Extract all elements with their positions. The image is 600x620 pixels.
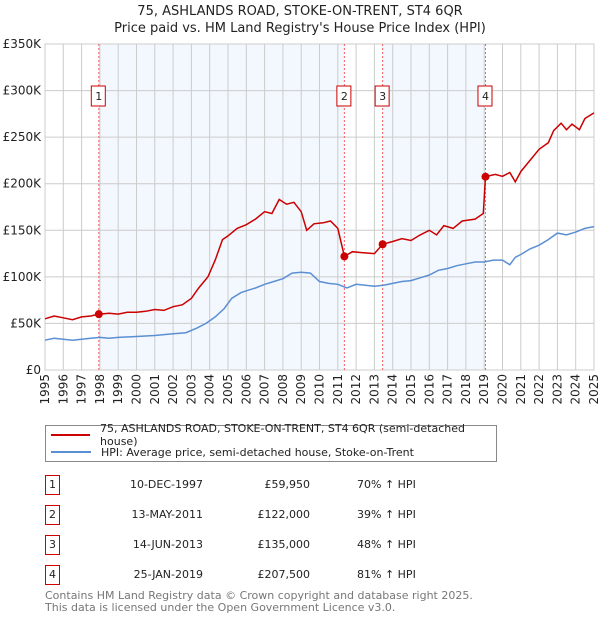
- x-tick-label: 2004: [203, 374, 217, 405]
- sale-label-box: [336, 85, 352, 107]
- sale-label: 4: [482, 90, 489, 103]
- x-tick-label: 2021: [514, 374, 528, 405]
- sale-label-box: [90, 85, 106, 107]
- sale-date: 14-JUN-2013: [132, 538, 203, 551]
- x-tick-label: 2018: [459, 374, 473, 405]
- x-tick-label: 2009: [294, 374, 308, 405]
- x-tick-label: 2012: [349, 374, 363, 405]
- x-tick-label: 1996: [56, 374, 70, 405]
- sale-number: 1: [45, 475, 60, 495]
- sale-label-box: [374, 85, 390, 107]
- y-tick-label: £150K: [3, 223, 43, 237]
- x-tick-label: 2016: [422, 374, 436, 405]
- x-tick-label: 2003: [184, 374, 198, 405]
- sale-price: £207,500: [257, 568, 311, 581]
- sale-label: 2: [341, 90, 348, 103]
- x-tick-label: 2015: [404, 374, 418, 405]
- legend-item-property: 75, ASHLANDS ROAD, STOKE-ON-TRENT, ST4 6…: [46, 422, 496, 448]
- sale-label: 3: [379, 90, 386, 103]
- footer-licence: This data is licensed under the Open Gov…: [45, 601, 396, 614]
- x-tick-label: 2006: [239, 374, 253, 405]
- table-row: 2 13-MAY-2011 £122,000 39% ↑ HPI: [45, 505, 545, 525]
- sale-label: 1: [95, 90, 102, 103]
- sale-hpi: 70% ↑ HPI: [357, 478, 416, 491]
- x-tick-label: 2011: [331, 374, 345, 405]
- legend-label-property: 75, ASHLANDS ROAD, STOKE-ON-TRENT, ST4 6…: [100, 422, 465, 448]
- y-tick-label: £0: [26, 363, 41, 377]
- y-tick-label: £350K: [3, 37, 43, 51]
- x-tick-label: 2017: [441, 374, 455, 405]
- x-tick-label: 1999: [111, 374, 125, 405]
- sale-point: [94, 310, 103, 319]
- x-tick-label: 2020: [496, 374, 510, 405]
- ownership-band: [382, 44, 486, 370]
- sale-price: £59,950: [264, 478, 311, 491]
- x-tick-label: 1995: [38, 374, 52, 405]
- sale-date: 13-MAY-2011: [131, 508, 203, 521]
- x-tick-label: 2024: [569, 374, 583, 405]
- x-tick-label: 2013: [367, 374, 381, 405]
- y-tick-label: £50K: [10, 316, 42, 330]
- chart-title: 75, ASHLANDS ROAD, STOKE-ON-TRENT, ST4 6…: [137, 4, 463, 19]
- plot-frame: [44, 43, 595, 371]
- sale-label-box: [477, 85, 493, 107]
- sale-number: 2: [45, 505, 60, 525]
- sale-price: £122,000: [257, 508, 311, 521]
- sale-point: [340, 252, 349, 261]
- x-tick-label: 2000: [130, 374, 144, 405]
- hpi-series-line: [44, 225, 595, 341]
- chart-subtitle: Price paid vs. HM Land Registry's House …: [114, 21, 486, 36]
- legend-swatch-blue: [51, 451, 91, 453]
- sale-number: 4: [45, 565, 60, 585]
- x-tick-label: 2008: [276, 374, 290, 405]
- y-tick-label: £250K: [3, 130, 43, 144]
- table-row: 4 25-JAN-2019 £207,500 81% ↑ HPI: [45, 565, 545, 585]
- sale-point: [481, 172, 490, 181]
- price-chart: £0 £50K £100K £150K £200K £250K £300K £350K 1995…: [3, 37, 600, 405]
- y-tick-label: £100K: [3, 270, 43, 284]
- sale-hpi: 39% ↑ HPI: [357, 508, 416, 521]
- ownership-band: [98, 44, 345, 370]
- sale-hpi: 81% ↑ HPI: [357, 568, 416, 581]
- sale-date: 25-JAN-2019: [133, 568, 203, 581]
- sale-date: 10-DEC-1997: [129, 478, 203, 491]
- x-tick-label: 2001: [148, 374, 162, 405]
- sale-price: £135,000: [257, 538, 311, 551]
- x-tick-label: 2025: [587, 374, 600, 405]
- property-series-line: [44, 112, 595, 321]
- x-tick-label: 2002: [166, 374, 180, 405]
- legend-label-hpi: HPI: Average price, semi-detached house,…: [101, 445, 414, 459]
- x-tick-label: 1997: [75, 374, 89, 405]
- x-tick-label: 2007: [258, 374, 272, 405]
- x-tick-label: 2022: [532, 374, 546, 405]
- legend-swatch-red: [51, 434, 91, 436]
- x-tick-label: 1998: [93, 374, 107, 405]
- x-tick-label: 2005: [221, 374, 235, 405]
- x-tick-label: 2010: [313, 374, 327, 405]
- legend: 75, ASHLANDS ROAD, STOKE-ON-TRENT, ST4 6…: [45, 422, 497, 462]
- table-row: 1 10-DEC-1997 £59,950 70% ↑ HPI: [45, 475, 545, 495]
- y-tick-label: £300K: [3, 84, 43, 98]
- x-tick-label: 2019: [477, 374, 491, 405]
- x-tick-label: 2023: [550, 374, 564, 405]
- x-tick-label: 2014: [386, 374, 400, 405]
- legend-item-hpi: HPI: Average price, semi-detached house,…: [46, 444, 414, 460]
- table-row: 3 14-JUN-2013 £135,000 48% ↑ HPI: [45, 535, 545, 555]
- footer-copyright: Contains HM Land Registry data © Crown c…: [45, 589, 473, 602]
- sale-point: [378, 240, 387, 249]
- y-tick-label: £200K: [3, 177, 43, 191]
- sale-hpi: 48% ↑ HPI: [357, 538, 416, 551]
- sale-number: 3: [45, 535, 60, 555]
